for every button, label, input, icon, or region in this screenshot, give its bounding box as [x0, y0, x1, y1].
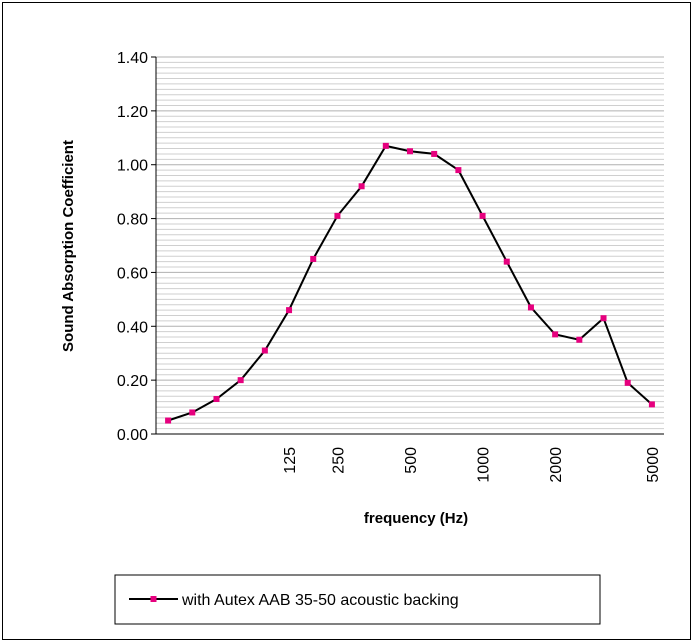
data-point [624, 379, 631, 386]
data-point [213, 395, 220, 402]
data-point [286, 307, 293, 314]
data-point [576, 336, 583, 343]
x-tick-labels: 125 250 500 1000 2000 5000 [282, 447, 662, 483]
x-tick-label: 125 [282, 447, 299, 474]
y-tick-label: 1.40 [117, 50, 148, 67]
legend-box [114, 574, 601, 625]
data-point [527, 304, 534, 311]
legend: with Autex AAB 35-50 acoustic backing [114, 574, 601, 625]
data-point [600, 315, 607, 322]
data-point [382, 142, 389, 149]
series [165, 142, 655, 424]
x-axis-title: frequency (Hz) [364, 510, 468, 527]
data-point [310, 255, 317, 262]
x-tick-label: 500 [403, 447, 420, 474]
y-tick-label: 0.00 [117, 427, 148, 444]
data-point [431, 150, 438, 157]
y-tick-label: 1.20 [117, 104, 148, 121]
y-tick-label: 0.20 [117, 373, 148, 390]
data-point [455, 167, 462, 174]
data-point [648, 401, 655, 408]
y-tick-label: 1.00 [117, 158, 148, 175]
data-point [189, 409, 196, 416]
y-tick-labels: 0.00 0.20 0.40 0.60 0.80 1.00 1.20 1.40 [117, 50, 148, 444]
data-point [237, 377, 244, 384]
y-tick-label: 0.80 [117, 212, 148, 229]
legend-label: with Autex AAB 35-50 acoustic backing [181, 592, 459, 609]
data-point [261, 347, 268, 354]
data-point [479, 212, 486, 219]
x-tick-label: 1000 [476, 447, 493, 483]
legend-marker [150, 596, 157, 602]
data-point [165, 417, 172, 424]
data-point [358, 183, 365, 190]
gridlines [156, 56, 664, 430]
data-point [334, 212, 341, 219]
data-point [503, 258, 510, 265]
y-axis-title: Sound Absorption Coefficient [60, 140, 77, 352]
y-tick-label: 0.40 [117, 319, 148, 336]
x-tick-label: 2000 [548, 447, 565, 483]
y-tick-label: 0.60 [117, 265, 148, 282]
data-point [407, 148, 413, 155]
axes [151, 56, 664, 435]
data-point [552, 331, 559, 338]
x-tick-label: 5000 [645, 447, 662, 483]
x-tick-label: 250 [330, 447, 347, 474]
